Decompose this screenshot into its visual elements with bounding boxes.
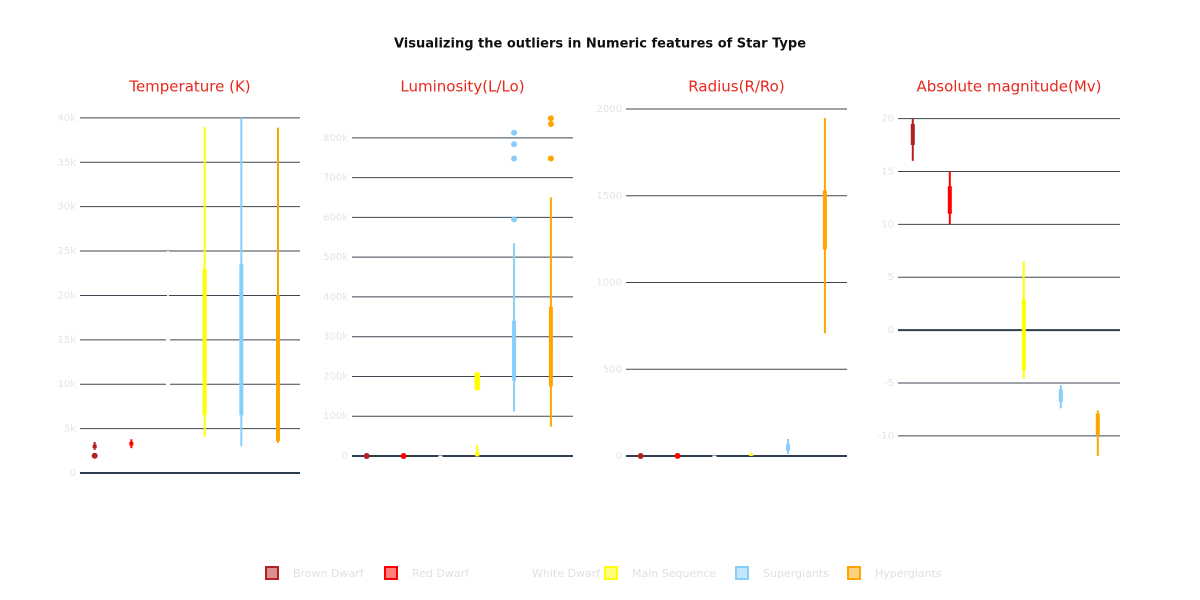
figure-title: Visualizing the outliers in Numeric feat… [394,37,806,52]
y-tick-label: 1500 [597,191,622,202]
outlier [547,120,554,127]
legend-label[interactable]: Hypergiants [875,567,942,580]
legend-label[interactable]: Main Sequence [632,567,716,580]
box [822,190,827,250]
y-tick-label: 0 [342,451,348,462]
legend-swatch[interactable] [735,566,749,580]
outlier [363,453,370,459]
box [92,444,97,449]
y-tick-label: 25k [57,246,76,257]
box [475,451,480,456]
y-tick-label: 15 [881,166,894,177]
subplot-title: Radius(R/Ro) [688,78,784,96]
y-tick-label: 2000 [597,104,622,115]
legend-swatch[interactable] [265,566,279,580]
y-tick-label: -5 [884,378,894,389]
y-tick-label: 15k [57,335,76,346]
y-tick-label: 10k [57,379,76,390]
y-tick-label: 300k [323,332,348,343]
y-tick-label: 0 [70,468,76,479]
box [276,295,280,442]
outlier [637,452,644,459]
subplot-title: Luminosity(L/Lo) [400,78,524,96]
y-tick-label: 0 [616,451,622,462]
outlier [511,129,518,136]
box [166,313,170,394]
box [1095,413,1100,435]
outlier [400,452,407,459]
box [947,186,952,214]
box [512,320,517,381]
outlier [674,452,681,459]
y-tick-label: 500 [603,364,622,375]
y-tick-label: 5k [64,424,76,435]
y-tick-label: 0 [888,325,894,336]
y-tick-label: 800k [323,133,348,144]
outlier [511,141,518,148]
y-tick-label: 100k [323,411,348,422]
y-tick-label: 200k [323,371,348,382]
legend-label[interactable]: Red Dwarf [412,567,470,580]
y-tick-label: 30k [57,202,76,213]
box [786,443,791,451]
legend-label[interactable]: Supergiants [763,567,829,580]
y-tick-label: 1000 [597,278,622,289]
box [202,268,207,416]
y-tick-label: 35k [57,157,76,168]
box [1021,299,1026,371]
outlier [511,216,518,223]
box [548,306,553,387]
y-tick-label: 20k [57,290,76,301]
outlier [547,115,554,122]
outlier [474,371,481,378]
legend-swatch[interactable] [504,566,518,580]
legend-label[interactable]: White Dwarf [532,567,601,580]
legend-swatch[interactable] [604,566,618,580]
legend-swatch[interactable] [847,566,861,580]
y-tick-label: 600k [323,212,348,223]
y-tick-label: 400k [323,292,348,303]
outlier [91,452,98,459]
y-tick-label: 700k [323,173,348,184]
legend-label[interactable]: Brown Dwarf [293,567,365,580]
subplot-title: Absolute magnitude(Mv) [917,78,1102,96]
y-tick-label: 5 [888,272,894,283]
y-tick-label: 10 [881,219,894,230]
y-tick-label: 20 [881,114,894,125]
outlier [511,155,518,162]
legend-swatch[interactable] [384,566,398,580]
outlier [547,155,554,162]
subplot-title: Temperature (K) [128,78,250,96]
y-tick-label: -10 [878,431,894,442]
y-tick-label: 40k [57,113,76,124]
y-tick-label: 500k [323,252,348,263]
